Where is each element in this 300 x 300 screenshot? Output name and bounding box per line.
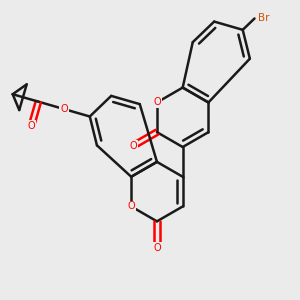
Text: O: O: [60, 104, 68, 114]
Text: O: O: [130, 140, 138, 151]
Text: O: O: [153, 243, 161, 253]
Text: O: O: [28, 121, 35, 131]
Text: O: O: [128, 202, 135, 212]
Text: O: O: [153, 98, 161, 107]
Text: Br: Br: [258, 14, 270, 23]
